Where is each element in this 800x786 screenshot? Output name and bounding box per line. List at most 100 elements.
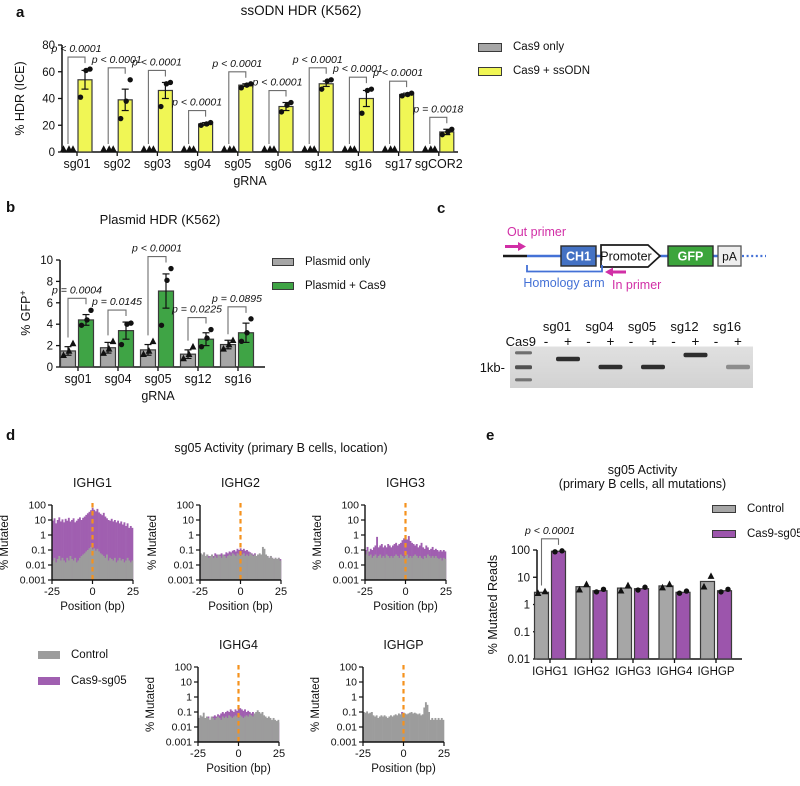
y-tick-label: 0.1 (31, 545, 46, 557)
hist-bar-control (53, 557, 56, 580)
y-tick-label: 0 (47, 362, 53, 374)
subplot-title: IGHG1 (73, 476, 112, 490)
hist-bar-control (371, 557, 374, 580)
hist-bar-control (233, 554, 236, 580)
hist-bar-control (246, 554, 248, 580)
hist-bar-cas9 (129, 525, 132, 580)
x-tick-label: -25 (44, 586, 60, 598)
hist-bar-control (388, 557, 391, 580)
hist-bar-control (396, 715, 399, 742)
p-value-label: p = 0.0004 (51, 284, 102, 296)
data-point-circle (123, 98, 129, 104)
hist-bar-control (255, 712, 258, 742)
panel-a-legend: Cas9 only Cas9 + ssODN (478, 41, 590, 89)
hist-bar-control (265, 554, 268, 580)
gel-ladder-band (515, 378, 532, 382)
hist-bar-cas9 (128, 527, 131, 580)
hist-bar-control (390, 555, 393, 580)
x-tick-label: IGHG1 (532, 666, 568, 678)
data-point-triangle (69, 339, 77, 347)
hist-bar-control (236, 716, 239, 742)
hist-bar-control (274, 557, 277, 580)
data-point-circle (238, 338, 245, 345)
y-tick-label: 0 (49, 147, 55, 159)
data-point-triangle (60, 351, 67, 359)
significance-bracket (429, 116, 448, 144)
gel-marker-label: 1kb- (480, 360, 505, 375)
hist-bar-control (220, 719, 223, 742)
y-tick-label: 10 (180, 677, 192, 689)
hist-bar-control (258, 712, 261, 742)
hist-bar-control (94, 550, 97, 580)
y-tick-label: 100 (176, 500, 194, 512)
hist-bar-control (444, 559, 447, 580)
panel-e-label: e (486, 427, 495, 444)
hist-bar-control (217, 716, 219, 742)
hist-bar-control (432, 719, 435, 742)
hist-bar-control (395, 554, 398, 580)
legend-item: Control (38, 649, 127, 661)
y-tick-label: 100 (28, 500, 46, 512)
gel-band-sg04 (598, 364, 623, 370)
hist-bar-control (93, 548, 96, 580)
bar-sg05 (238, 84, 254, 153)
hist-bar-control (245, 715, 248, 742)
hist-bar-control (221, 716, 224, 742)
cas9-only-swatch (478, 42, 502, 52)
hist-bar-cas9 (83, 516, 86, 580)
data-point-triangle (145, 347, 153, 354)
legend-label: Cas9 + ssODN (513, 65, 591, 77)
panel-d-title: sg05 Activity (primary B cells, location… (174, 441, 388, 455)
control-swatch (38, 651, 60, 659)
x-tick-label: sg01 (64, 372, 91, 386)
data-point-triangle (341, 145, 349, 152)
hist-bar-control (271, 557, 274, 580)
data-point-circle (158, 103, 164, 110)
ch1-box (560, 245, 597, 267)
data-point-circle (278, 109, 285, 115)
hist-bar-control (442, 557, 445, 580)
data-point-circle (127, 77, 133, 83)
hist-bar-cas9 (93, 509, 96, 580)
bar-IGHG4 (675, 591, 691, 660)
gel-band-sg12 (683, 352, 708, 358)
hist-bar-control (417, 714, 419, 742)
gel-plus-label: + (692, 334, 700, 349)
data-point-triangle (65, 347, 73, 354)
hist-bar-control (366, 711, 369, 742)
hist-bar-control (394, 714, 397, 742)
hist-bar-cas9 (88, 511, 91, 580)
bar-IGHG1 (533, 591, 550, 660)
data-point-triangle (225, 340, 233, 348)
significance-bracket (67, 56, 86, 144)
hist-bar-control (266, 555, 269, 580)
hist-bar-control (67, 560, 70, 580)
hist-bar-cas9 (85, 514, 88, 580)
y-axis-title: % Mutated (147, 515, 159, 570)
hist-bar-control (256, 710, 259, 742)
hist-bar-control (422, 559, 425, 580)
data-point-circle (77, 94, 84, 100)
y-tick-label: 10 (34, 515, 46, 527)
y-tick-label: 0.1 (179, 545, 194, 557)
hist-bar-control (393, 715, 396, 742)
panel-d-label: d (6, 427, 16, 444)
hist-bar-control (399, 554, 402, 580)
hist-bar-control (271, 719, 273, 742)
hist-bar-control (128, 560, 131, 580)
hist-bar-control (209, 719, 212, 742)
subplot-title: IGHGP (383, 638, 423, 652)
hist-bar-control (277, 557, 280, 580)
hist-bar-control (255, 555, 258, 580)
data-point-circle (78, 322, 85, 328)
legend-item: Cas9-sg05 (712, 528, 800, 540)
y-tick-label: 0.001 (20, 575, 46, 587)
gel-band-sg05 (641, 364, 665, 370)
data-point-triangle (541, 587, 549, 595)
hist-bar-control (69, 555, 72, 580)
x-tick-label: 0 (400, 748, 406, 760)
hist-bar-control (212, 557, 215, 580)
hist-bar-control (223, 555, 226, 580)
y-tick-label: 100 (339, 662, 357, 674)
